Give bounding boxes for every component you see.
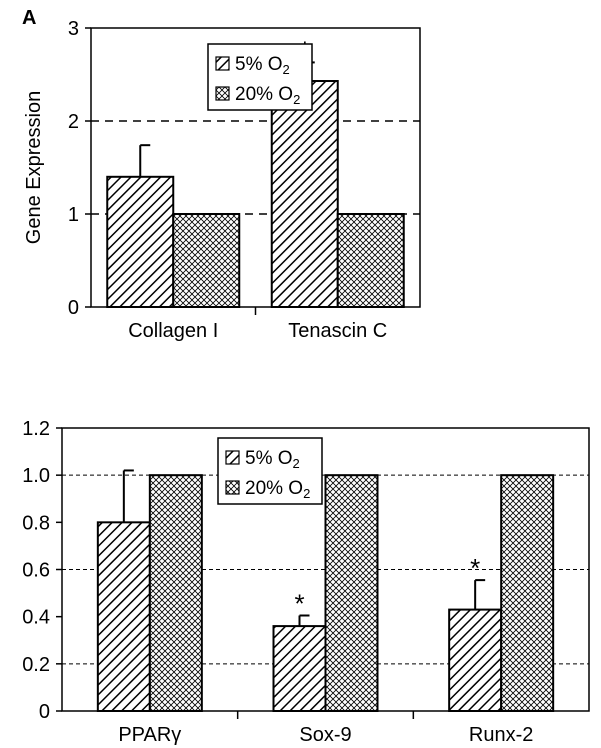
legend-label-text: 5% O [245, 448, 293, 469]
chart-b: 0 0.2 0.4 0.6 0.8 1.0 1.2 PPARγ Sox-9 * Runx-2 * 5% … [22, 418, 590, 746]
y-axis-label: Gene Expression [23, 91, 45, 244]
y-tick-label: 2 [68, 111, 79, 133]
category-label: Collagen I [128, 320, 218, 342]
legend-label-text: 20% O [235, 84, 293, 105]
category-label: PPARγ [118, 724, 181, 746]
legend-label-text: 20% O [245, 478, 303, 499]
bar-five-pct [448, 608, 503, 713]
y-tick-label: 1.2 [22, 418, 50, 440]
legend-swatch [215, 86, 230, 101]
bar-five-pct [270, 80, 339, 309]
bar-twenty-pct [148, 474, 203, 712]
category-label: Tenascin C [288, 320, 387, 342]
bar-twenty-pct [324, 474, 379, 712]
bar-five-pct [272, 625, 327, 712]
y-tick-label: 3 [68, 18, 79, 40]
legend-label: 5% O2 [235, 54, 290, 77]
y-tick-label: 0.4 [22, 607, 50, 629]
category-label: Sox-9 [299, 724, 351, 746]
legend-label-subscript: 2 [293, 456, 300, 471]
y-tick-label: 0.8 [22, 512, 50, 534]
y-tick-label: 1.0 [22, 465, 50, 487]
legend-swatch [215, 56, 230, 71]
significance-marker: * [294, 588, 304, 618]
panel-label: A [22, 7, 36, 29]
legend-swatch [225, 480, 240, 495]
legend-swatch [225, 450, 240, 465]
bar-five-pct [96, 521, 151, 712]
bar-twenty-pct [336, 213, 405, 308]
y-tick-label: 0.6 [22, 560, 50, 582]
bar-twenty-pct [500, 474, 555, 712]
category-label: Runx-2 [469, 724, 533, 746]
legend-label: 20% O2 [245, 478, 310, 501]
bar-twenty-pct [172, 213, 241, 308]
legend-label-text: 5% O [235, 54, 283, 75]
y-tick-label: 0.2 [22, 654, 50, 676]
bar-five-pct [106, 175, 175, 308]
y-tick-label: 0 [39, 701, 50, 723]
significance-marker: * [470, 553, 480, 583]
legend-label: 20% O2 [235, 84, 300, 107]
y-tick-label: 0 [68, 297, 79, 319]
legend-label-subscript: 2 [303, 486, 310, 501]
legend-label-subscript: 2 [293, 92, 300, 107]
legend-label-subscript: 2 [283, 62, 290, 77]
y-tick-label: 1 [68, 204, 79, 226]
legend-label: 5% O2 [245, 448, 300, 471]
